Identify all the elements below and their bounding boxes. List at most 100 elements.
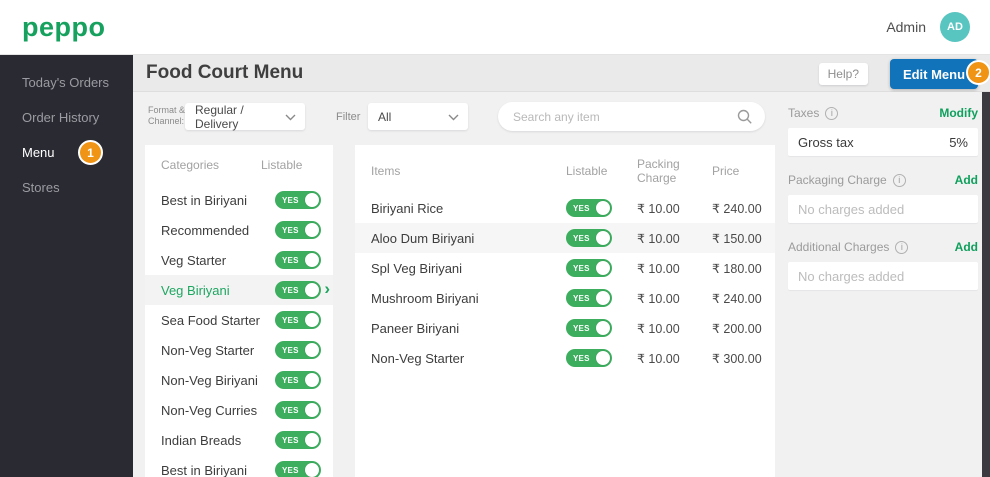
listable-toggle[interactable]: YES <box>566 199 612 217</box>
sidebar-item-label: Stores <box>22 180 60 195</box>
category-row[interactable]: Non-Veg Starter YES › <box>145 335 333 365</box>
category-row[interactable]: Non-Veg Biriyani YES › <box>145 365 333 395</box>
toggle-knob <box>305 403 319 417</box>
item-row: Paneer Biriyani YES ₹ 10.00 ₹ 200.00 <box>355 313 775 343</box>
item-price: ₹ 150.00 <box>712 231 762 246</box>
category-name: Recommended <box>161 222 250 238</box>
listable-toggle[interactable]: YES <box>275 401 321 419</box>
sidebar-item-order-history[interactable]: Order History <box>0 100 133 135</box>
toggle-label: YES <box>573 353 590 363</box>
category-name: Non-Veg Curries <box>161 402 258 418</box>
toggle-label: YES <box>573 263 590 273</box>
chevron-right-icon: › <box>324 279 330 298</box>
item-price: ₹ 200.00 <box>712 321 762 336</box>
main-area: Food Court Menu Help? Edit Menu 2 Format… <box>133 55 990 477</box>
item-row: Biriyani Rice YES ₹ 10.00 ₹ 240.00 <box>355 193 775 223</box>
toggle-label: YES <box>282 255 299 265</box>
category-row[interactable]: Veg Starter YES › <box>145 245 333 275</box>
item-price: ₹ 240.00 <box>712 201 762 216</box>
additional-empty-card: No charges added <box>788 262 978 290</box>
listable-toggle[interactable]: YES <box>275 431 321 449</box>
info-icon: i <box>825 106 839 120</box>
listable-toggle[interactable]: YES <box>275 251 321 269</box>
avatar[interactable]: AD <box>940 12 970 42</box>
page-title: Food Court Menu <box>146 62 304 83</box>
toggle-knob <box>596 351 610 365</box>
filter-dropdown[interactable]: All <box>368 103 468 130</box>
toggle-label: YES <box>282 285 299 295</box>
items-list: Biriyani Rice YES ₹ 10.00 ₹ 240.00 Aloo … <box>355 193 775 373</box>
filter-value: All <box>378 109 392 124</box>
items-packing-label: Packing Charge <box>637 157 680 185</box>
toggle-knob <box>596 321 610 335</box>
category-name: Veg Starter <box>161 252 227 268</box>
category-row[interactable]: Non-Veg Curries YES › <box>145 395 333 425</box>
add-packaging-link[interactable]: Add <box>954 173 978 187</box>
toggle-label: YES <box>573 323 590 333</box>
listable-toggle[interactable]: YES <box>275 461 321 477</box>
item-packing-charge: ₹ 10.00 <box>637 321 680 336</box>
toggle-knob <box>305 193 319 207</box>
modify-taxes-link[interactable]: Modify <box>939 106 978 120</box>
search-input[interactable] <box>513 109 737 124</box>
category-name: Non-Veg Biriyani <box>161 372 258 388</box>
chevron-down-icon <box>448 108 459 126</box>
listable-toggle[interactable]: YES <box>275 221 321 239</box>
toggle-label: YES <box>282 315 299 325</box>
edit-menu-button[interactable]: Edit Menu <box>890 59 978 89</box>
taxes-header: Taxes i Modify <box>788 106 978 120</box>
items-header: Items Listable Packing Charge Price <box>371 157 765 185</box>
tax-name: Gross tax <box>798 134 854 150</box>
category-row[interactable]: Veg Biriyani YES › <box>145 275 333 305</box>
items-panel: Items Listable Packing Charge Price Biri… <box>355 145 775 477</box>
packaging-empty-text: No charges added <box>798 201 905 217</box>
search-icon <box>737 109 753 125</box>
toggle-knob <box>596 261 610 275</box>
sidebar-item-todays-orders[interactable]: Today's Orders <box>0 65 133 100</box>
item-row: Mushroom Biriyani YES ₹ 10.00 ₹ 240.00 <box>355 283 775 313</box>
sidebar-item-menu[interactable]: Menu 1 <box>0 135 133 170</box>
category-row[interactable]: Indian Breads YES › <box>145 425 333 455</box>
toggle-knob <box>305 373 319 387</box>
format-channel-dropdown[interactable]: Regular / Delivery <box>185 102 305 131</box>
listable-toggle[interactable]: YES <box>566 259 612 277</box>
listable-toggle[interactable]: YES <box>275 371 321 389</box>
category-row[interactable]: Recommended YES › <box>145 215 333 245</box>
help-button[interactable]: Help? <box>818 63 868 85</box>
item-row: Spl Veg Biriyani YES ₹ 10.00 ₹ 180.00 <box>355 253 775 283</box>
packaging-label: Packaging Charge <box>788 173 887 187</box>
format-channel-value: Regular / Delivery <box>195 102 244 131</box>
item-name: Aloo Dum Biriyani <box>371 230 475 246</box>
categories-header: Categories Listable <box>161 153 321 177</box>
items-listable-label: Listable <box>566 164 608 178</box>
category-row[interactable]: Sea Food Starter YES › <box>145 305 333 335</box>
toggle-knob <box>305 253 319 267</box>
sidebar-item-label: Order History <box>22 110 100 125</box>
toggle-label: YES <box>282 405 299 415</box>
item-packing-charge: ₹ 10.00 <box>637 231 680 246</box>
listable-toggle[interactable]: YES <box>566 229 612 247</box>
listable-toggle[interactable]: YES <box>275 311 321 329</box>
format-channel-label: Format & Channel: <box>148 105 186 126</box>
toggle-label: YES <box>282 195 299 205</box>
listable-toggle[interactable]: YES <box>566 289 612 307</box>
listable-toggle[interactable]: YES <box>566 349 612 367</box>
category-row[interactable]: Best in Biriyani YES › <box>145 455 333 477</box>
toggle-knob <box>305 343 319 357</box>
sidebar: Today's Orders Order History Menu 1 Stor… <box>0 55 133 477</box>
toggle-knob <box>596 201 610 215</box>
listable-toggle[interactable]: YES <box>275 191 321 209</box>
item-row: Aloo Dum Biriyani YES ₹ 10.00 ₹ 150.00 <box>355 223 775 253</box>
packaging-empty-card: No charges added <box>788 195 978 223</box>
sidebar-item-label: Menu <box>22 145 55 160</box>
sidebar-item-stores[interactable]: Stores <box>0 170 133 205</box>
item-price: ₹ 180.00 <box>712 261 762 276</box>
add-additional-link[interactable]: Add <box>954 240 978 254</box>
category-row[interactable]: Best in Biriyani YES › <box>145 185 333 215</box>
listable-toggle[interactable]: YES <box>275 341 321 359</box>
categories-listable-label: Listable <box>261 158 303 172</box>
listable-toggle[interactable]: YES <box>566 319 612 337</box>
item-packing-charge: ₹ 10.00 <box>637 291 680 306</box>
scrollbar-track[interactable] <box>982 92 990 477</box>
listable-toggle[interactable]: YES <box>275 281 321 299</box>
